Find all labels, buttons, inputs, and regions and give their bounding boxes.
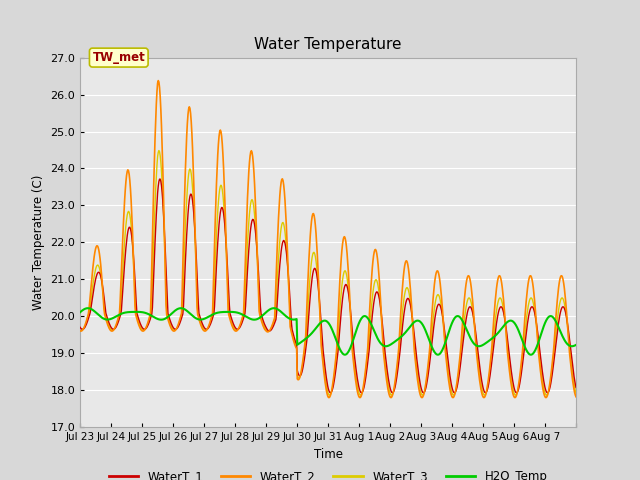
Y-axis label: Water Temperature (C): Water Temperature (C) (32, 175, 45, 310)
Legend: WaterT_1, WaterT_2, WaterT_3, H2O_Temp: WaterT_1, WaterT_2, WaterT_3, H2O_Temp (104, 466, 552, 480)
Text: TW_met: TW_met (92, 51, 145, 64)
X-axis label: Time: Time (314, 448, 342, 461)
Title: Water Temperature: Water Temperature (254, 37, 402, 52)
